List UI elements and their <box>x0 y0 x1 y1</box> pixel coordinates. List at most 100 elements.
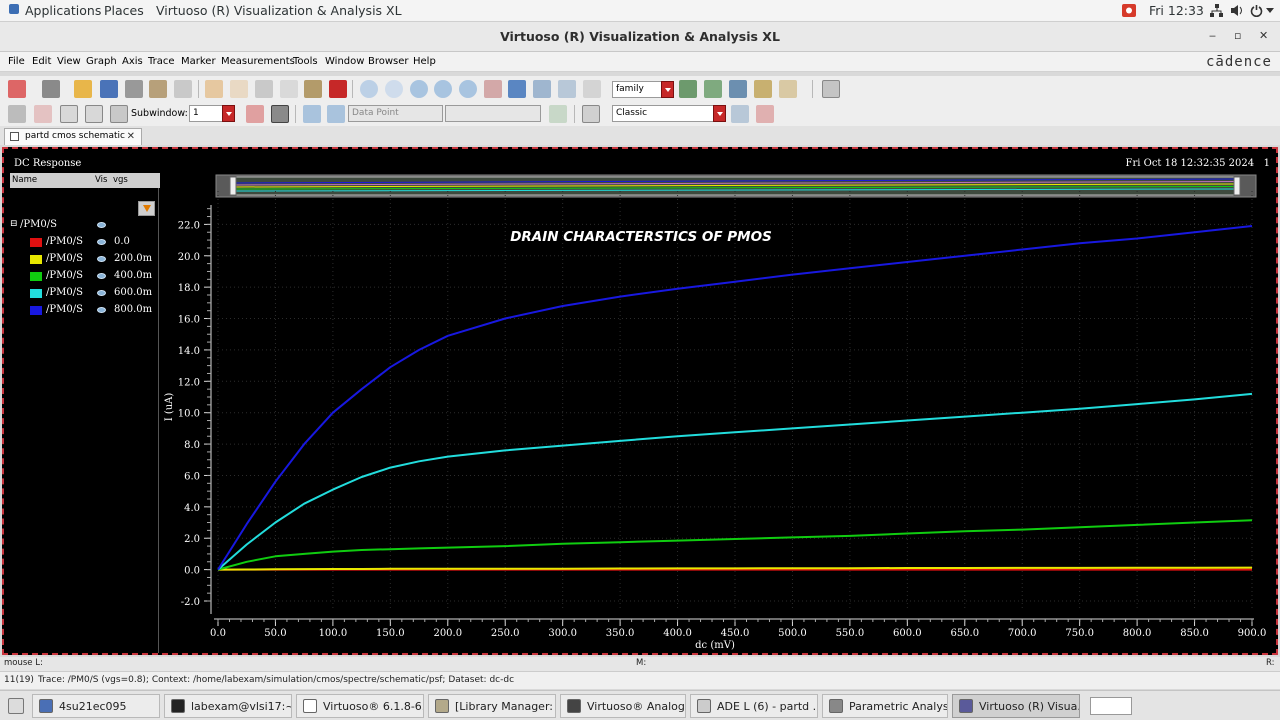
cut-icon[interactable] <box>255 80 273 98</box>
taskbar-item[interactable]: Virtuoso (R) Visua... <box>952 694 1080 718</box>
zoom-fit-icon[interactable] <box>558 80 576 98</box>
clock[interactable]: Fri 12:33 <box>1149 3 1204 18</box>
grid-toggle-icon[interactable] <box>822 80 840 98</box>
menu-measurements[interactable]: Measurements <box>221 56 295 67</box>
trace-color-swatch[interactable] <box>30 238 42 247</box>
menu-marker[interactable]: Marker <box>181 56 216 67</box>
taskbar-item[interactable]: labexam@vlsi17:~/... <box>164 694 292 718</box>
close-window-button[interactable]: ✕ <box>1259 29 1269 42</box>
trace-color-swatch[interactable] <box>30 255 42 264</box>
menu-file[interactable]: File <box>8 56 25 67</box>
visibility-eye-icon[interactable] <box>97 290 106 296</box>
strip-chart-icon[interactable] <box>679 80 697 98</box>
undo-icon[interactable] <box>205 80 223 98</box>
stack-layout-icon[interactable] <box>60 105 78 123</box>
data-point-value-field[interactable] <box>445 105 541 122</box>
menu-window[interactable]: Window <box>325 56 365 67</box>
taskbar-item[interactable]: Virtuoso® Analog ... <box>560 694 686 718</box>
power-icon[interactable] <box>1250 4 1263 20</box>
system-menu-arrow-icon[interactable] <box>1266 8 1274 13</box>
menu-axis[interactable]: Axis <box>122 56 143 67</box>
info-icon[interactable] <box>271 105 289 123</box>
subwindow-select[interactable]: 1 <box>189 105 235 122</box>
trace-line-vgs-400.0m[interactable] <box>217 519 1253 571</box>
graph-canvas[interactable]: DC Response Fri Oct 18 12:32:35 2024 1 N… <box>2 147 1278 655</box>
style-select[interactable]: Classic <box>612 105 726 122</box>
collapse-icon[interactable]: ⊟ <box>10 219 18 229</box>
family-select[interactable]: family <box>612 81 674 98</box>
trace-line-vgs-600.0m[interactable] <box>217 392 1253 571</box>
overview-strip[interactable] <box>215 174 1257 198</box>
zoom-reset-icon[interactable] <box>583 80 601 98</box>
zoom-region-icon[interactable] <box>533 80 551 98</box>
taskbar-item[interactable]: Parametric Analysi... <box>822 694 948 718</box>
menu-browser[interactable]: Browser <box>368 56 409 67</box>
legend-trace-row[interactable]: /PM0/S 600.0m <box>8 287 158 301</box>
legend-trace-row[interactable]: /PM0/S 200.0m <box>8 253 158 267</box>
side-layout-icon[interactable] <box>85 105 103 123</box>
visibility-eye-icon[interactable] <box>97 239 106 245</box>
zoom-in-icon[interactable] <box>410 80 428 98</box>
data-point-select[interactable]: Data Point <box>348 105 443 122</box>
show-desktop-icon[interactable] <box>8 698 24 714</box>
redo-icon[interactable] <box>230 80 248 98</box>
paste-icon[interactable] <box>304 80 322 98</box>
print-preview-icon[interactable] <box>149 80 167 98</box>
zoom-box-icon[interactable] <box>508 80 526 98</box>
export-icon[interactable] <box>174 80 192 98</box>
chart-style-icon[interactable] <box>754 80 772 98</box>
applications-icon[interactable] <box>8 3 20 18</box>
visibility-eye-icon[interactable] <box>97 307 106 313</box>
taskbar-item[interactable]: Virtuoso® 6.1.8-6... <box>296 694 424 718</box>
places-menu[interactable]: Places <box>104 3 144 18</box>
remove-style-icon[interactable] <box>756 105 774 123</box>
plot-area[interactable]: -2.00.02.04.06.08.010.012.014.016.018.02… <box>4 149 1276 653</box>
chevron-down-icon[interactable] <box>222 105 235 122</box>
fit-icon[interactable] <box>385 80 403 98</box>
pointer-mode-icon[interactable] <box>8 105 26 123</box>
trace-color-swatch[interactable] <box>30 272 42 281</box>
trace-line-vgs-800.0m[interactable] <box>217 225 1253 571</box>
taskbar-item[interactable]: ADE L (6) - partd ... <box>690 694 818 718</box>
delete-icon[interactable] <box>329 80 347 98</box>
zoom-x-icon[interactable] <box>459 80 477 98</box>
apply-style-icon[interactable] <box>731 105 749 123</box>
marker-mode-icon[interactable] <box>34 105 52 123</box>
print-icon[interactable] <box>125 80 143 98</box>
flag-icon[interactable] <box>246 105 264 123</box>
taskbar-item[interactable]: 4su21ec095 <box>32 694 160 718</box>
menu-edit[interactable]: Edit <box>32 56 52 67</box>
legend-col-name[interactable]: Name <box>12 175 38 185</box>
overview-right-handle[interactable] <box>1233 176 1241 196</box>
next-arrow-icon[interactable] <box>327 105 345 123</box>
new-window-icon[interactable] <box>8 80 26 98</box>
menu-trace[interactable]: Trace <box>148 56 175 67</box>
workspace-switcher[interactable] <box>1090 697 1132 715</box>
split-chart-icon[interactable] <box>729 80 747 98</box>
filter-icon[interactable] <box>138 201 155 216</box>
taskbar-item[interactable]: [Library Manager: ... <box>428 694 556 718</box>
volume-icon[interactable] <box>1230 4 1244 20</box>
active-app-title[interactable]: Virtuoso (R) Visualization & Analysis XL <box>156 3 402 18</box>
save-icon[interactable] <box>100 80 118 98</box>
pan-icon[interactable] <box>360 80 378 98</box>
tab-partd-cmos-schematic[interactable]: partd cmos schematic ✕ <box>4 128 142 145</box>
zoom-out-icon[interactable] <box>434 80 452 98</box>
visibility-eye-icon[interactable] <box>97 273 106 279</box>
visibility-eye-icon[interactable] <box>97 256 106 262</box>
network-icon[interactable] <box>1210 4 1223 20</box>
legend-col-vgs[interactable]: vgs <box>113 175 128 185</box>
chart-layout-icon[interactable] <box>779 80 797 98</box>
menu-tools[interactable]: Tools <box>293 56 318 67</box>
legend-group-row[interactable]: ⊟ /PM0/S <box>8 219 158 233</box>
open-folder-icon[interactable] <box>74 80 92 98</box>
composite-chart-icon[interactable] <box>704 80 722 98</box>
chevron-down-icon[interactable] <box>713 105 726 122</box>
calculator-icon[interactable] <box>582 105 600 123</box>
histogram-icon[interactable] <box>549 105 567 123</box>
minimize-button[interactable]: ‒ <box>1209 29 1216 42</box>
visibility-eye-icon[interactable] <box>97 222 106 228</box>
trace-color-swatch[interactable] <box>30 289 42 298</box>
maximize-button[interactable]: ▫ <box>1234 29 1242 42</box>
legend-trace-row[interactable]: /PM0/S 800.0m <box>8 304 158 318</box>
